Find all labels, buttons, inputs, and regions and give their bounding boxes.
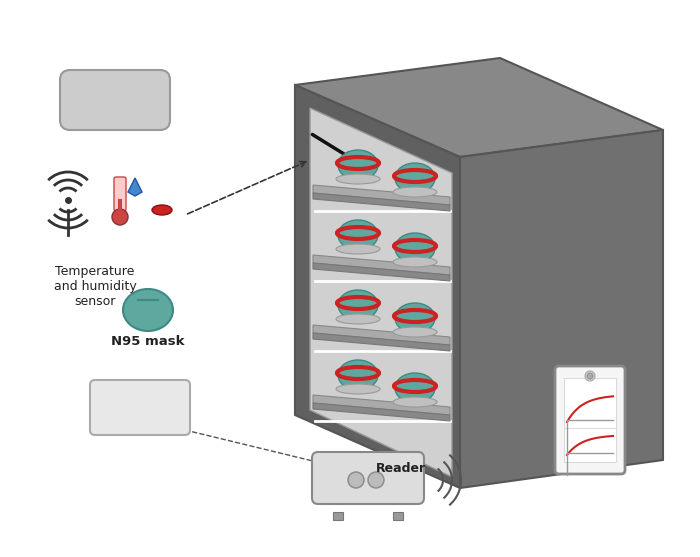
Ellipse shape (336, 174, 380, 184)
Ellipse shape (338, 220, 378, 250)
Polygon shape (313, 403, 450, 421)
Polygon shape (313, 325, 450, 345)
Polygon shape (313, 185, 450, 205)
Polygon shape (313, 395, 450, 415)
Ellipse shape (336, 384, 380, 394)
FancyBboxPatch shape (312, 452, 424, 504)
Polygon shape (310, 108, 452, 477)
Ellipse shape (338, 360, 378, 390)
Polygon shape (313, 255, 450, 275)
Circle shape (585, 371, 595, 381)
Ellipse shape (393, 397, 437, 407)
FancyBboxPatch shape (60, 70, 170, 130)
Ellipse shape (395, 233, 435, 263)
Text: Reader: Reader (376, 462, 426, 475)
Bar (393, 512, 403, 520)
FancyBboxPatch shape (555, 366, 625, 474)
Ellipse shape (393, 327, 437, 337)
Polygon shape (295, 85, 460, 488)
Polygon shape (460, 130, 663, 488)
Polygon shape (295, 58, 663, 157)
Ellipse shape (123, 289, 173, 331)
Ellipse shape (393, 187, 437, 197)
FancyBboxPatch shape (114, 177, 126, 211)
FancyBboxPatch shape (94, 394, 186, 406)
Ellipse shape (393, 257, 437, 267)
Circle shape (348, 472, 364, 488)
FancyBboxPatch shape (94, 386, 186, 398)
Text: Temperature
and humidity
sensor: Temperature and humidity sensor (54, 265, 136, 308)
Bar (333, 512, 343, 520)
Polygon shape (313, 333, 450, 351)
Bar (118, 199, 122, 217)
Polygon shape (313, 193, 450, 211)
Polygon shape (313, 263, 450, 281)
Circle shape (112, 209, 128, 225)
Circle shape (368, 472, 384, 488)
Ellipse shape (338, 150, 378, 180)
Circle shape (587, 373, 593, 379)
Ellipse shape (395, 373, 435, 403)
Bar (564, 378, 616, 462)
FancyBboxPatch shape (90, 380, 190, 435)
Ellipse shape (338, 290, 378, 320)
Ellipse shape (395, 303, 435, 333)
Ellipse shape (336, 244, 380, 254)
Ellipse shape (336, 314, 380, 324)
Ellipse shape (152, 205, 172, 215)
Ellipse shape (395, 163, 435, 193)
Polygon shape (128, 178, 142, 196)
Text: N95 mask: N95 mask (111, 335, 185, 348)
